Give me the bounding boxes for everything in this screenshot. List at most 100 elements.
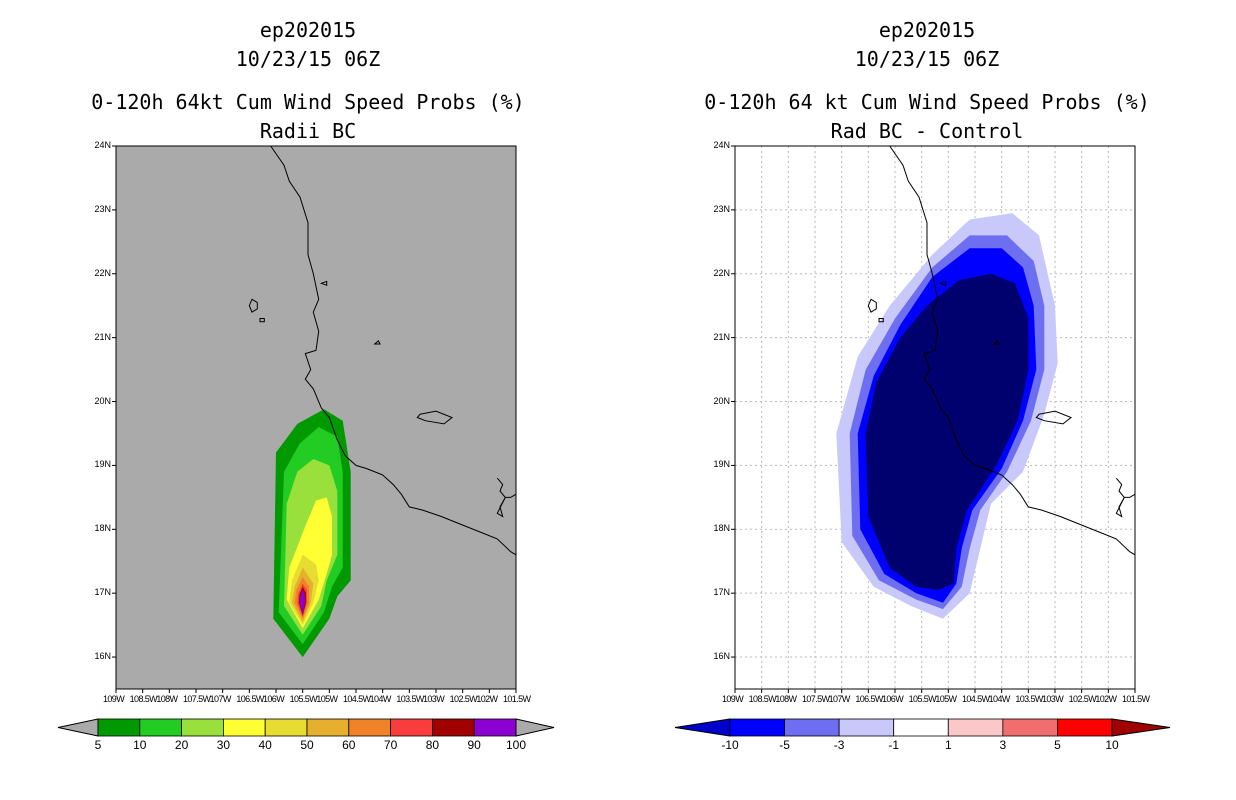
lat-tick-label: 18N [713, 523, 730, 534]
colorbar-swatch [97, 718, 141, 737]
lat-tick-label: 21N [713, 331, 730, 342]
left-storm-id: ep202015 [259, 18, 357, 42]
right-chart-subtitle: Rad BC - Control [830, 119, 1024, 143]
lon-tick-label: 107.5W [802, 694, 830, 704]
lon-tick-label: 106.5W [855, 694, 883, 704]
island-outline [319, 280, 328, 287]
coastline [889, 145, 1136, 556]
lon-tick-label: 106.5W [236, 694, 264, 704]
colorbar-swatch [348, 718, 391, 737]
lon-tick-label: 105.5W [908, 694, 937, 704]
lon-tick-label: 102.5W [1068, 694, 1097, 704]
colorbar-label: -3 [833, 738, 845, 752]
lon-tick-label: 103W [423, 694, 445, 704]
panel-1 [112, 145, 517, 693]
colorbar-swatch [222, 718, 266, 737]
lat-tick-label: 23N [713, 203, 730, 214]
island-outline [259, 318, 265, 323]
colorbar-label: 30 [216, 738, 231, 752]
island-outline [248, 298, 258, 313]
colorbar-swatch [306, 718, 350, 737]
lat-tick-label: 23N [94, 203, 111, 214]
lat-tick-label: 16N [94, 651, 111, 662]
lat-tick-label: 20N [94, 395, 111, 406]
lat-tick-label: 18N [94, 523, 111, 534]
lon-tick-label: 107.5W [183, 694, 211, 704]
lon-tick-label: 108W [775, 694, 797, 704]
lon-tick-label: 105W [935, 694, 957, 704]
lat-tick-label: 20N [713, 395, 730, 406]
colorbar-1 [57, 718, 555, 737]
lon-tick-label: 102.5W [449, 694, 478, 704]
colorbar-swatch [473, 718, 517, 737]
colorbar-label: 70 [383, 738, 398, 752]
colorbar-label: 5 [94, 738, 102, 752]
lon-tick-label: 109W [103, 694, 125, 704]
colorbar-left-triangle [57, 718, 99, 737]
lat-tick-label: 24N [713, 140, 730, 150]
colorbar-label: 80 [425, 738, 440, 752]
colorbar-left-triangle [674, 718, 731, 737]
lat-tick-label: 21N [94, 331, 111, 342]
island-outline [992, 340, 1000, 345]
island-outline [416, 410, 453, 425]
colorbar-swatch [264, 718, 308, 737]
colorbar-swatch [139, 718, 183, 737]
colorbar-swatch [784, 718, 840, 737]
plot-frame-2 [734, 145, 1136, 690]
lon-tick-label: 101.5W [503, 694, 531, 704]
panel-2 [731, 145, 1136, 693]
island-outline [867, 298, 877, 313]
lon-tick-label: 107W [828, 694, 851, 704]
colorbar-label: 60 [342, 738, 356, 752]
left-date: 10/23/15 06Z [235, 47, 381, 71]
colorbar-label: -5 [779, 738, 790, 752]
lon-tick-label: 105.5W [289, 694, 318, 704]
colorbar-swatch [1002, 718, 1058, 737]
colorbar-swatch [181, 718, 224, 737]
lon-tick-label: 104.5W [343, 694, 371, 704]
lon-tick-label: 102W [476, 694, 498, 704]
lon-tick-label: 107W [209, 694, 232, 704]
lat-tick-label: 22N [94, 267, 111, 278]
lon-tick-label: 106W [263, 694, 285, 704]
colorbar-label: -10 [721, 738, 739, 752]
lon-tick-label: 103.5W [396, 694, 424, 704]
coastline [270, 145, 517, 556]
lon-tick-label: 108.5W [129, 694, 158, 704]
lon-tick-label: 103.5W [1015, 694, 1043, 704]
island-outline [373, 340, 381, 345]
left-chart-title: 0-120h 64kt Cum Wind Speed Probs (%) [91, 90, 525, 114]
colorbar-label: 40 [258, 738, 272, 752]
colorbar-label: 3 [999, 738, 1007, 752]
lon-tick-label: 108.5W [748, 694, 777, 704]
lat-tick-label: 24N [94, 140, 111, 150]
island-outline [878, 318, 884, 323]
lon-tick-label: 109W [722, 694, 744, 704]
right-date: 10/23/15 06Z [854, 47, 1000, 71]
island-outline [938, 280, 947, 287]
lon-tick-label: 103W [1042, 694, 1064, 704]
lon-tick-label: 101.5W [1122, 694, 1150, 704]
colorbar-swatch [947, 718, 1004, 737]
colorbar-label: -1 [888, 738, 900, 752]
right-storm-id: ep202015 [878, 18, 976, 42]
lat-tick-label: 17N [94, 587, 111, 598]
colorbar-label: 90 [467, 738, 481, 752]
lon-tick-label: 104.5W [962, 694, 990, 704]
lat-tick-label: 19N [94, 459, 111, 470]
lat-tick-label: 22N [713, 267, 730, 278]
colorbar-swatch [838, 718, 895, 737]
colorbar-swatch [390, 718, 433, 737]
contour-level-neg10 [865, 273, 1029, 590]
colorbar-swatch [893, 718, 949, 737]
lat-tick-label: 16N [713, 651, 730, 662]
lon-tick-label: 105W [316, 694, 338, 704]
lon-tick-label: 108W [156, 694, 178, 704]
lat-tick-label: 17N [713, 587, 730, 598]
plot-frame-1 [115, 145, 517, 690]
left-chart-subtitle: Radii BC [259, 119, 357, 143]
lon-tick-label: 102W [1095, 694, 1117, 704]
colorbar-right-triangle [1111, 718, 1171, 737]
